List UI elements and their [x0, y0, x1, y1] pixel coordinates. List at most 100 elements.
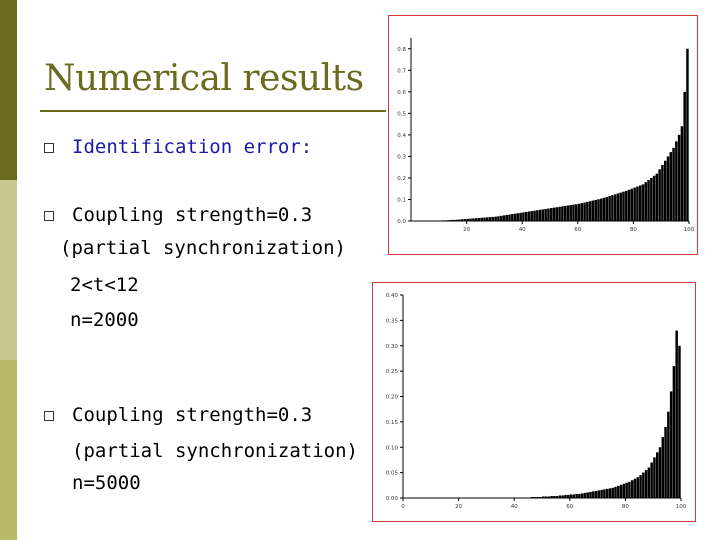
chart-2-bar [550, 495, 553, 498]
bullet-2-line-2: (partial synchronization) [60, 237, 346, 259]
chart-2-bar [614, 486, 617, 498]
chart-2-bar [664, 426, 667, 498]
chart-1-bar [663, 160, 667, 221]
chart-1-bar [594, 199, 597, 221]
chart-2-frame: 0.00 0.05 0.10 0.15 0.20 0.25 0.30 0.35 0.40 0 20 4… [372, 282, 696, 522]
bullet-square-icon [44, 211, 54, 221]
chart-2-bar [655, 452, 659, 498]
chart-2-bar [586, 492, 589, 498]
chart-1-bar [533, 210, 536, 221]
y-tick-label: 0.5 [397, 111, 406, 117]
chart-1-bar [480, 217, 483, 221]
chart-1-bar [569, 205, 572, 221]
chart-2-bar [630, 480, 634, 498]
chart-1: 0.0 0.1 0.2 0.3 0.4 0.5 0.6 0.7 0.8 20 40 60 80 100 [397, 38, 695, 233]
chart-1-bar [502, 215, 506, 221]
chart-1-bar [683, 91, 686, 221]
chart-1-bar [527, 211, 531, 221]
chart-1-bar [658, 169, 661, 221]
chart-2-bar [611, 487, 614, 498]
bullet-1-line-1: Identification error: [72, 136, 313, 158]
chart-1-bar [622, 191, 625, 221]
y-tick-label: 0.20 [386, 395, 399, 401]
chart-2-bar [667, 411, 670, 498]
bullet-3-line-2: (partial synchronization) [72, 440, 358, 462]
sidebar-bottom-segment [0, 360, 17, 540]
chart-1-bar [447, 220, 450, 221]
chart-1-bar [505, 214, 508, 221]
chart-2-bar [530, 496, 534, 498]
chart-1-bar [472, 218, 475, 221]
chart-2-bar [533, 496, 537, 498]
chart-1-bar [452, 219, 456, 221]
sidebar-top-segment [0, 0, 17, 180]
chart-2-bar [636, 477, 639, 498]
chart-2-bar [569, 494, 573, 498]
chart-2-bar [650, 462, 653, 498]
bullet-square-icon [44, 143, 54, 153]
y-tick-label: 0.10 [386, 445, 399, 451]
chart-2-bar [603, 489, 606, 498]
chart-1-bar [669, 152, 673, 221]
chart-1-bar [638, 185, 642, 221]
x-tick-label: 0 [401, 504, 405, 510]
chart-2-bar [553, 495, 556, 498]
chart-1-bar [547, 208, 550, 221]
x-tick-label: 100 [684, 227, 695, 233]
chart-1-bar [591, 200, 595, 221]
x-tick-label: 60 [574, 227, 581, 233]
chart-1-bar [625, 190, 628, 221]
chart-2-bar [619, 484, 623, 498]
sidebar-mid-segment [0, 180, 17, 360]
chart-2-bar [617, 485, 620, 498]
y-tick-label: 0.25 [386, 369, 399, 375]
x-tick-label: 40 [511, 504, 518, 510]
chart-1-bar [661, 165, 664, 221]
chart-2-bar [628, 481, 631, 498]
chart-2-bar [547, 496, 551, 498]
x-tick-label: 100 [676, 504, 687, 510]
chart-2-bar [644, 470, 648, 498]
chart-1-bar [550, 208, 553, 221]
chart-1-bar [680, 126, 684, 221]
chart-1-bar [530, 211, 534, 221]
chart-1-bar [477, 217, 481, 221]
chart-1-bar [536, 210, 539, 221]
chart-1-bar [441, 220, 445, 221]
chart-1-bar [644, 182, 647, 221]
chart-2-bar [578, 493, 581, 498]
bullet-3-line-3: n=5000 [72, 472, 141, 494]
chart-2-bar [575, 493, 578, 498]
chart-2-bar [580, 493, 584, 498]
chart-1-bar [583, 202, 586, 221]
chart-2-bar [597, 490, 601, 498]
chart-2-bar [678, 345, 681, 498]
chart-1-bar [455, 219, 458, 221]
chart-2-bar [522, 497, 526, 498]
chart-1-bar [627, 189, 631, 221]
chart-1-bar [483, 217, 486, 221]
chart-1-bar [572, 204, 575, 221]
chart-1-bar [616, 193, 620, 221]
y-tick-label: 0.15 [386, 420, 399, 426]
y-tick-label: 0.30 [386, 344, 399, 350]
chart-1-bar [605, 196, 609, 221]
y-tick-label: 0.7 [397, 68, 406, 74]
chart-1-bar [619, 192, 622, 221]
chart-1-bar [650, 177, 653, 221]
chart-2-bar [561, 495, 564, 498]
y-tick-label: 0.40 [386, 293, 399, 299]
chart-2: 0.00 0.05 0.10 0.15 0.20 0.25 0.30 0.35 0.40 0 20 4… [386, 293, 687, 510]
chart-1-bar [652, 175, 656, 221]
chart-1-bar [552, 207, 556, 221]
chart-1-bar [458, 219, 461, 221]
y-tick-label: 0.2 [397, 176, 406, 182]
chart-2-bar [647, 467, 651, 498]
y-tick-label: 0.35 [386, 318, 399, 324]
chart-1-bar [600, 198, 603, 221]
chart-2-bar [589, 491, 592, 498]
chart-2-bar [608, 488, 612, 498]
y-tick-label: 0.05 [386, 471, 399, 477]
chart-2-bar [658, 447, 662, 498]
chart-1-bar [461, 219, 464, 221]
